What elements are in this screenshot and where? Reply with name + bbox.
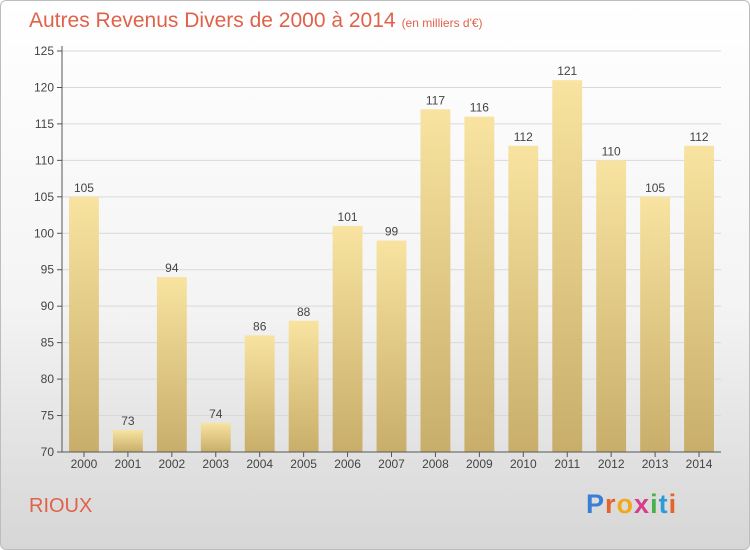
x-tick-label: 2002	[158, 457, 185, 471]
x-tick-label: 2004	[246, 457, 273, 471]
x-tick-label: 2008	[422, 457, 449, 471]
chart-title-text: Autres Revenus Divers de 2000 à 2014	[29, 9, 396, 32]
bar	[156, 277, 187, 452]
x-tick-label: 2001	[115, 457, 142, 471]
bar	[69, 196, 99, 452]
y-tick-label: 100	[34, 226, 54, 240]
bar-value-label: 88	[297, 305, 311, 319]
y-tick-label: 105	[34, 190, 54, 204]
bar-value-label: 116	[470, 101, 489, 115]
bar-value-label: 117	[426, 93, 445, 107]
y-tick-label: 125	[34, 44, 54, 58]
bar-value-label: 74	[209, 407, 223, 421]
y-tick-label: 120	[34, 80, 54, 94]
bar-value-label: 101	[338, 210, 358, 224]
bar-value-label: 105	[645, 181, 665, 195]
y-tick-label: 95	[41, 263, 55, 277]
y-tick-label: 115	[35, 117, 54, 131]
x-tick-label: 2010	[510, 457, 537, 471]
logo-letter: i	[650, 489, 659, 519]
y-tick-label: 85	[41, 336, 55, 350]
bar	[200, 422, 231, 452]
bar-value-label: 105	[74, 181, 94, 195]
labels: 70 75 80 85 90 95 100 105 110 115 120 125 105 2000 73 2…	[34, 44, 713, 471]
y-tick-label: 90	[41, 299, 55, 313]
bar	[244, 335, 275, 452]
bar-value-label: 99	[385, 225, 399, 239]
logo-letter: r	[605, 489, 617, 519]
x-tick-label: 2003	[202, 457, 229, 471]
x-tick-label: 2013	[642, 457, 669, 471]
x-tick-label: 2014	[686, 457, 713, 471]
logo-letter: i	[668, 489, 678, 519]
y-tick-label: 75	[41, 409, 55, 423]
y-tick-label: 110	[35, 153, 54, 167]
bar-value-label: 86	[253, 319, 267, 333]
bar	[508, 145, 539, 453]
x-tick-label: 2009	[466, 457, 493, 471]
bar	[464, 116, 495, 453]
logo-letter: o	[616, 489, 635, 519]
y-tick-label: 80	[41, 372, 55, 386]
bar-value-label: 110	[602, 144, 621, 158]
axes	[57, 46, 721, 457]
bar	[596, 160, 627, 452]
bar	[332, 225, 363, 452]
commune-name: RIOUX	[29, 495, 93, 517]
logo-letter: P	[586, 489, 606, 519]
bar	[112, 430, 143, 452]
x-tick-label: 2000	[71, 457, 98, 471]
bar-value-label: 94	[165, 261, 179, 275]
chart-title: Autres Revenus Divers de 2000 à 2014 (en …	[29, 9, 483, 33]
chart-unit: (en milliers d'€)	[401, 16, 483, 30]
x-tick-label: 2012	[598, 457, 625, 471]
logo-letter: x	[634, 489, 651, 519]
x-tick-label: 2007	[378, 457, 405, 471]
bar-value-label: 112	[689, 130, 708, 144]
logo-letter: t	[658, 489, 669, 519]
bar	[420, 109, 451, 452]
bar	[684, 145, 714, 453]
x-tick-label: 2005	[290, 457, 317, 471]
bars	[69, 80, 714, 453]
bar-value-label: 121	[557, 64, 577, 78]
bar	[640, 196, 671, 452]
y-tick-label: 70	[41, 445, 55, 459]
bar-value-label: 73	[121, 414, 135, 428]
bar	[552, 80, 583, 452]
bar	[376, 240, 407, 452]
bar-value-label: 112	[514, 130, 533, 144]
x-tick-label: 2006	[334, 457, 361, 471]
bar	[288, 320, 319, 452]
proxiti-logo: Proxiti	[586, 489, 677, 520]
x-tick-label: 2011	[554, 457, 580, 471]
